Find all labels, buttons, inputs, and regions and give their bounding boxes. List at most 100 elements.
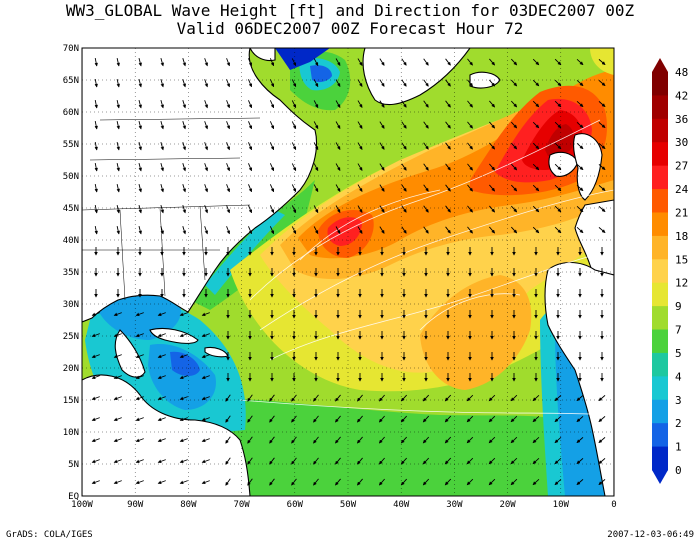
wave-arrow <box>422 394 430 402</box>
wave-arrow <box>510 415 518 423</box>
wave-arrow <box>313 205 319 214</box>
legend-label: 5 <box>675 347 682 360</box>
wave-arrow <box>135 480 144 485</box>
wave-arrow <box>269 142 275 151</box>
wave-arrow <box>135 459 144 464</box>
legend-top-arrow <box>652 58 668 72</box>
wave-arrow <box>291 415 297 423</box>
wave-arrow <box>204 58 209 67</box>
legend-swatch <box>652 376 668 401</box>
map-plot-area <box>82 48 614 496</box>
wave-arrow <box>401 79 407 87</box>
wave-arrow <box>226 121 231 130</box>
wave-arrow <box>313 121 319 130</box>
wave-arrow <box>510 457 518 465</box>
wave-arrow <box>423 79 429 87</box>
wave-arrow <box>554 415 562 423</box>
wave-arrow <box>357 205 363 213</box>
wave-arrow <box>182 184 187 193</box>
wave-arrow <box>313 58 319 67</box>
grads-credit: GrADS: COLA/IGES <box>6 530 93 540</box>
wave-arrow <box>291 142 297 151</box>
wave-arrow <box>226 163 231 172</box>
wave-arrow <box>201 312 210 317</box>
wave-arrow <box>113 333 122 338</box>
wave-arrow <box>91 375 100 380</box>
wave-arrow <box>401 58 407 66</box>
wave-arrow <box>269 478 275 486</box>
wave-arrow <box>91 396 100 401</box>
ireland <box>548 151 579 177</box>
wave-arrow <box>576 479 584 486</box>
legend-label: 21 <box>675 206 688 219</box>
wave-arrow <box>138 142 142 151</box>
wave-arrow <box>226 226 231 235</box>
wave-arrow <box>489 121 496 129</box>
legend-swatch <box>652 306 668 331</box>
wave-arrow <box>179 396 188 401</box>
wave-arrow <box>291 163 297 172</box>
wave-arrow <box>400 457 408 465</box>
wave-arrow <box>138 121 142 130</box>
wave-arrow <box>247 415 253 423</box>
wave-arrow <box>269 58 275 67</box>
wave-arrow <box>247 436 253 444</box>
wave-arrow <box>157 312 166 317</box>
wave-arrow <box>157 333 166 338</box>
wave-arrow <box>113 312 122 317</box>
latitude-label: 40N <box>63 236 79 246</box>
wave-arrow <box>204 142 209 151</box>
wave-arrow <box>94 204 98 214</box>
wave-arrow <box>226 142 231 151</box>
wave-arrow <box>138 226 142 235</box>
wave-arrow <box>335 205 341 214</box>
longitude-label: 60W <box>287 500 304 510</box>
wave-arrow <box>247 394 253 402</box>
legend-label: 7 <box>675 324 682 337</box>
longitude-label: 20W <box>499 500 516 510</box>
wave-arrow <box>401 142 407 150</box>
wave-arrow <box>135 438 144 443</box>
wave-arrow <box>313 163 319 172</box>
wave-arrow <box>598 206 606 213</box>
wave-arrow <box>576 184 584 192</box>
latitude-label: 30N <box>63 300 79 310</box>
legend-label: 48 <box>675 66 688 79</box>
wave-arrow <box>201 375 210 380</box>
wave-arrow <box>269 205 275 214</box>
wave-arrow <box>291 478 297 486</box>
wave-arrow <box>135 312 144 317</box>
wave-arrow <box>91 354 100 359</box>
wave-arrow <box>94 225 98 235</box>
wave-arrow <box>313 457 319 465</box>
wave-arrow <box>335 100 341 109</box>
legend-label: 0 <box>675 464 682 477</box>
wave-arrow <box>225 436 231 444</box>
wave-arrow <box>532 163 540 171</box>
wave-arrow <box>445 163 451 171</box>
wave-arrow <box>269 226 275 235</box>
wave-arrow <box>182 142 187 151</box>
wave-arrow <box>201 438 210 443</box>
wave-arrow <box>182 100 187 109</box>
wave-arrow <box>598 143 606 150</box>
wave-arrow <box>445 184 451 192</box>
wave-arrow <box>378 436 385 444</box>
wave-arrow <box>204 205 209 214</box>
wave-arrow <box>179 375 188 380</box>
wave-arrow <box>379 79 385 87</box>
wave-arrow <box>423 226 429 234</box>
wave-arrow <box>467 205 473 213</box>
wave-arrow <box>489 226 496 234</box>
wave-arrow <box>532 478 540 486</box>
wave-arrow <box>116 57 120 67</box>
wave-arrow <box>269 121 275 130</box>
wave-arrow <box>488 457 496 465</box>
labrador-sea-1-2 <box>310 65 332 83</box>
wave-arrow <box>335 79 341 88</box>
wave-arrow <box>248 184 253 193</box>
wave-arrow <box>378 415 385 423</box>
wave-arrow <box>116 162 120 172</box>
legend-swatch <box>652 329 668 354</box>
legend-swatch <box>652 165 668 190</box>
